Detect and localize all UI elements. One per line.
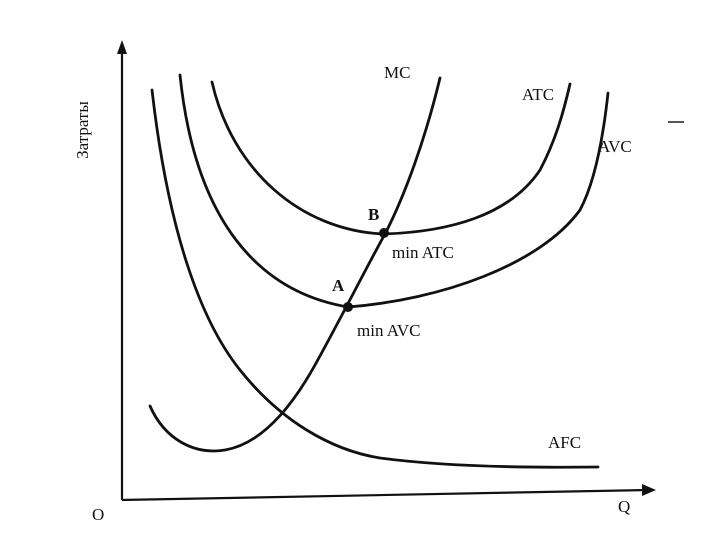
x-axis-arrow-icon [642, 484, 656, 496]
atc-curve-label: ATC [522, 85, 554, 104]
min-atc-caption: min ATC [392, 243, 454, 262]
x-axis-label: Q [618, 497, 630, 516]
point-b-label: B [368, 205, 379, 224]
point-b-marker [379, 228, 389, 238]
x-axis [121, 488, 649, 502]
afc-curve [150, 88, 600, 469]
atc-curve [210, 80, 572, 236]
mc-curve-label: MC [384, 63, 410, 82]
afc-curve-label: AFC [548, 433, 581, 452]
y-axis-arrow-icon [117, 40, 127, 54]
min-avc-caption: min AVC [357, 321, 420, 340]
y-axis-label: Затраты [73, 101, 92, 159]
point-a-label: A [332, 276, 345, 295]
avc-curve-label: AVC [598, 137, 632, 156]
origin-label: O [92, 505, 104, 524]
mc-curve [148, 76, 442, 453]
point-a-marker [343, 302, 353, 312]
avc-curve [178, 73, 610, 309]
